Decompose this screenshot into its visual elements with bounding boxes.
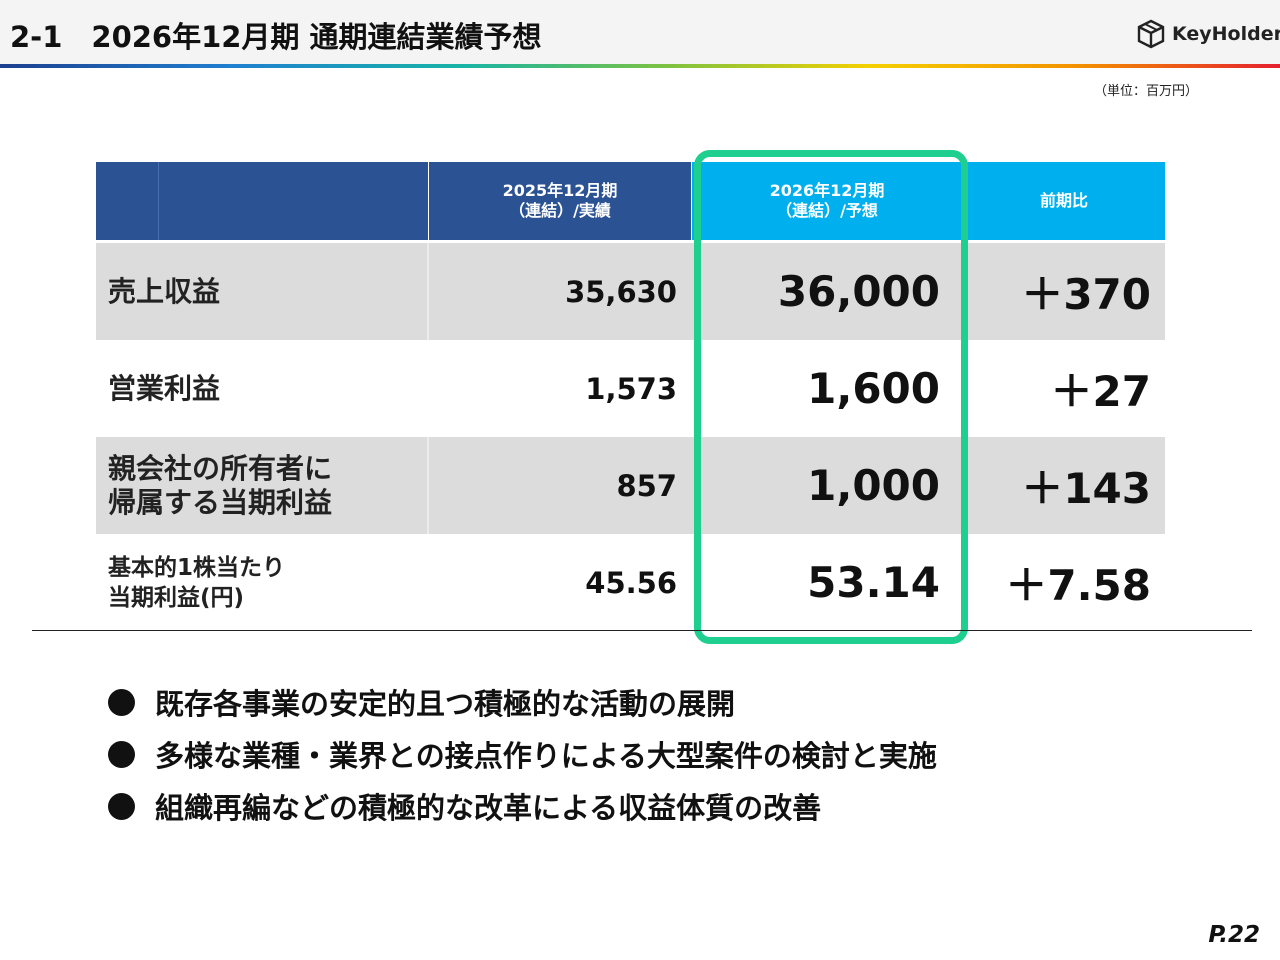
header-rainbow-bar [0, 64, 1280, 68]
column-header-2025-actual: 2025年12月期 （連結）/実績 [429, 162, 691, 240]
cube-icon [1137, 19, 1165, 49]
table-row-operating-profit: 営業利益 1,573 1,600 ＋27 [96, 340, 1165, 437]
value-change: ＋7.58 [1005, 561, 1151, 610]
list-item: 既存各事業の安定的且つ積極的な活動の展開 [108, 676, 937, 728]
table-bottom-rule [32, 630, 1252, 631]
value-change: ＋27 [1050, 367, 1151, 416]
value-2026: 53.14 [807, 558, 940, 607]
value-2025: 857 [616, 468, 677, 503]
list-item: 組織再編などの積極的な改革による収益体質の改善 [108, 780, 937, 832]
bullet-dot-icon [108, 792, 135, 820]
table-header-blank [96, 162, 428, 240]
value-2025: 35,630 [565, 274, 677, 309]
value-change: ＋370 [1021, 270, 1151, 319]
bullet-dot-icon [108, 688, 135, 716]
value-2026: 1,000 [807, 461, 940, 510]
value-change: ＋143 [1021, 464, 1151, 513]
column-header-change: 前期比 [963, 162, 1165, 240]
row-label: 親会社の所有者に 帰属する当期利益 [108, 451, 333, 519]
row-label: 営業利益 [108, 371, 221, 405]
column-header-2026-forecast: 2026年12月期 （連結）/予想 [692, 162, 962, 240]
column-header-line: （連結）/予想 [776, 201, 878, 220]
value-2026: 1,600 [807, 364, 940, 413]
page-number: P.22 [1208, 922, 1260, 948]
column-header-line: （連結）/実績 [509, 201, 611, 220]
column-header-line: 2025年12月期 [502, 181, 618, 200]
value-2025: 45.56 [585, 565, 677, 600]
header-divider [96, 240, 1165, 243]
row-label: 売上収益 [108, 274, 221, 308]
bullet-list: 既存各事業の安定的且つ積極的な活動の展開 多様な業種・業界との接点作りによる大型… [108, 676, 937, 832]
logo-text: KeyHolder [1172, 23, 1280, 45]
column-header-line: 2026年12月期 [769, 181, 885, 200]
table-row-eps: 基本的1株当たり 当期利益(円) 45.56 53.14 ＋7.58 [96, 534, 1165, 631]
company-logo: KeyHolder [1136, 18, 1280, 50]
row-label: 基本的1株当たり 当期利益(円) [108, 554, 286, 611]
list-item: 多様な業種・業界との接点作りによる大型案件の検討と実施 [108, 728, 937, 780]
bullet-text: 既存各事業の安定的且つ積極的な活動の展開 [155, 687, 736, 721]
column-header-line: 前期比 [1039, 191, 1088, 210]
table-row-net-profit: 親会社の所有者に 帰属する当期利益 857 1,000 ＋143 [96, 437, 1165, 534]
table-row-revenue: 売上収益 35,630 36,000 ＋370 [96, 243, 1165, 340]
slide-title: 2-1 2026年12月期 通期連結業績予想 [10, 20, 542, 54]
bullet-text: 組織再編などの積極的な改革による収益体質の改善 [155, 791, 822, 825]
value-2026: 36,000 [777, 267, 940, 316]
bullet-text: 多様な業種・業界との接点作りによる大型案件の検討と実施 [155, 739, 937, 773]
value-2025: 1,573 [585, 371, 677, 406]
unit-note: （単位：百万円） [1093, 84, 1198, 99]
bullet-dot-icon [108, 740, 135, 768]
forecast-highlight-frame [694, 150, 968, 644]
slide-header: 2-1 2026年12月期 通期連結業績予想 KeyHolder [0, 0, 1280, 64]
